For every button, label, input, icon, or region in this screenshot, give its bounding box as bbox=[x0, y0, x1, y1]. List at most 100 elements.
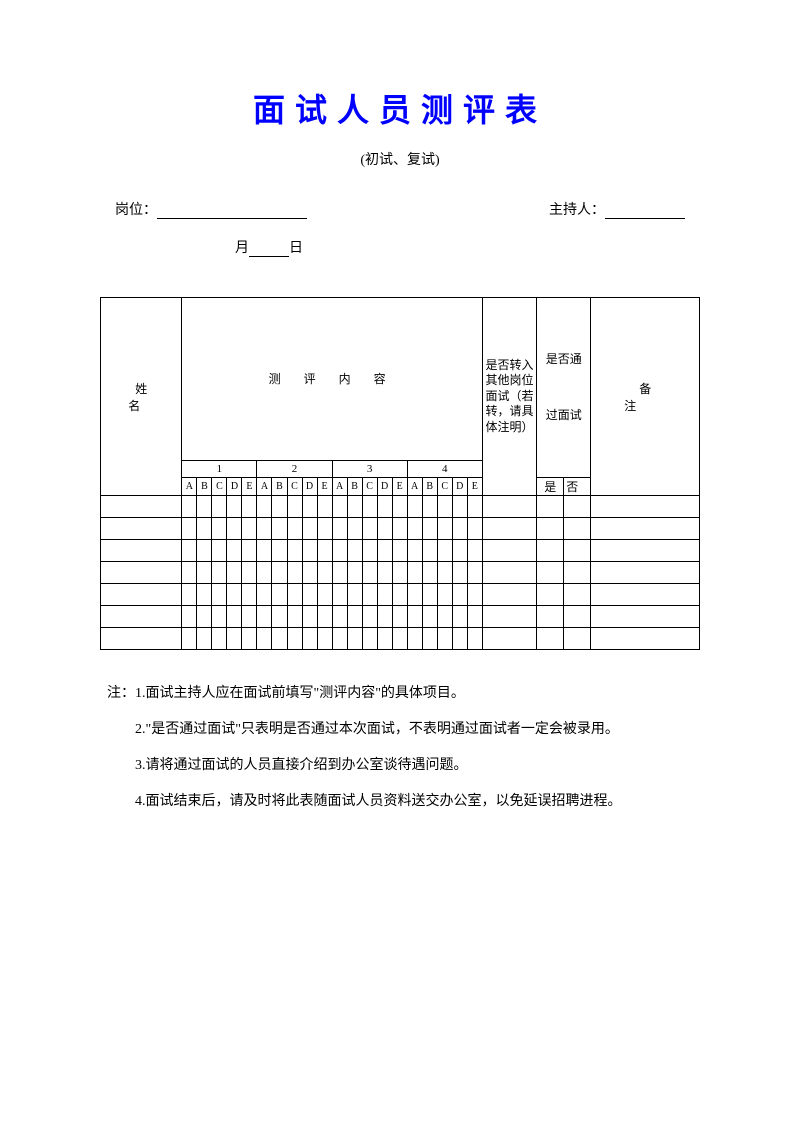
note-4: 4.面试结束后，请及时将此表随面试人员资料送交办公室，以免延误招聘进程。 bbox=[100, 788, 700, 816]
cell-name bbox=[101, 540, 182, 562]
note-1: 注：1.面试主持人应在面试前填写"测评内容"的具体项目。 bbox=[100, 680, 700, 708]
cell-score bbox=[227, 562, 242, 584]
cell-score bbox=[182, 606, 197, 628]
cell-score bbox=[227, 540, 242, 562]
table-row bbox=[101, 584, 700, 606]
cell-score bbox=[452, 496, 467, 518]
letter-cell: C bbox=[212, 478, 227, 496]
cell-remark bbox=[591, 540, 700, 562]
cell-score bbox=[422, 606, 437, 628]
cell-score bbox=[227, 518, 242, 540]
cell-score bbox=[302, 496, 317, 518]
cell-score bbox=[272, 584, 287, 606]
cell-name bbox=[101, 496, 182, 518]
note-2: 2."是否通过面试"只表明是否通过本次面试，不表明通过面试者一定会被录用。 bbox=[100, 716, 700, 744]
letter-cell: A bbox=[407, 478, 422, 496]
cell-transfer bbox=[482, 628, 536, 650]
day-label: 日 bbox=[289, 237, 303, 257]
cell-score bbox=[392, 584, 407, 606]
position-underline bbox=[157, 203, 307, 219]
cell-remark bbox=[591, 606, 700, 628]
cell-score bbox=[272, 562, 287, 584]
cell-score bbox=[257, 496, 272, 518]
letter-cell: D bbox=[302, 478, 317, 496]
cell-score bbox=[377, 518, 392, 540]
cell-score bbox=[212, 518, 227, 540]
cell-score bbox=[287, 606, 302, 628]
cell-name bbox=[101, 518, 182, 540]
cell-score bbox=[182, 540, 197, 562]
table-row bbox=[101, 496, 700, 518]
cell-score bbox=[467, 584, 482, 606]
letter-cell: C bbox=[362, 478, 377, 496]
cell-score bbox=[212, 562, 227, 584]
cell-remark bbox=[591, 628, 700, 650]
cell-score bbox=[437, 606, 452, 628]
cell-score bbox=[242, 518, 257, 540]
cell-yes bbox=[537, 584, 564, 606]
cell-score bbox=[332, 518, 347, 540]
cell-score bbox=[422, 518, 437, 540]
cell-score bbox=[362, 518, 377, 540]
cell-score bbox=[347, 606, 362, 628]
cell-score bbox=[287, 584, 302, 606]
group-2: 2 bbox=[257, 460, 332, 477]
cell-score bbox=[272, 606, 287, 628]
cell-score bbox=[242, 584, 257, 606]
letter-cell: B bbox=[272, 478, 287, 496]
cell-name bbox=[101, 562, 182, 584]
cell-score bbox=[332, 540, 347, 562]
cell-no bbox=[564, 584, 591, 606]
cell-score bbox=[452, 584, 467, 606]
cell-remark bbox=[591, 496, 700, 518]
cell-score bbox=[212, 540, 227, 562]
cell-yes bbox=[537, 540, 564, 562]
table-row bbox=[101, 562, 700, 584]
month-underline bbox=[249, 241, 289, 257]
cell-score bbox=[422, 628, 437, 650]
cell-score bbox=[392, 496, 407, 518]
cell-score bbox=[317, 540, 332, 562]
cell-score bbox=[407, 496, 422, 518]
table-row bbox=[101, 628, 700, 650]
cell-score bbox=[422, 540, 437, 562]
cell-score bbox=[422, 496, 437, 518]
cell-score bbox=[437, 540, 452, 562]
cell-score bbox=[302, 562, 317, 584]
cell-no bbox=[564, 540, 591, 562]
host-field: 主持人： bbox=[549, 199, 685, 219]
cell-remark bbox=[591, 518, 700, 540]
cell-score bbox=[467, 606, 482, 628]
cell-score bbox=[347, 540, 362, 562]
cell-score bbox=[182, 518, 197, 540]
document-title: 面试人员测评表 bbox=[100, 85, 700, 131]
letter-cell: A bbox=[182, 478, 197, 496]
cell-score bbox=[287, 540, 302, 562]
letter-cell: D bbox=[377, 478, 392, 496]
cell-no bbox=[564, 496, 591, 518]
cell-score bbox=[347, 584, 362, 606]
cell-score bbox=[227, 606, 242, 628]
cell-score bbox=[377, 606, 392, 628]
cell-score bbox=[362, 606, 377, 628]
header-pass: 是否通 过面试 bbox=[537, 298, 591, 478]
cell-transfer bbox=[482, 584, 536, 606]
cell-score bbox=[362, 628, 377, 650]
position-label: 岗位： bbox=[115, 199, 157, 219]
cell-score bbox=[272, 518, 287, 540]
cell-score bbox=[347, 496, 362, 518]
cell-score bbox=[452, 540, 467, 562]
cell-remark bbox=[591, 562, 700, 584]
letter-cell: E bbox=[392, 478, 407, 496]
host-label: 主持人： bbox=[549, 199, 605, 219]
cell-no bbox=[564, 628, 591, 650]
cell-yes bbox=[537, 628, 564, 650]
cell-score bbox=[257, 584, 272, 606]
header-yes: 是 bbox=[537, 478, 564, 496]
cell-score bbox=[377, 496, 392, 518]
cell-score bbox=[197, 628, 212, 650]
cell-score bbox=[257, 540, 272, 562]
cell-score bbox=[197, 584, 212, 606]
cell-score bbox=[377, 562, 392, 584]
cell-score bbox=[197, 562, 212, 584]
